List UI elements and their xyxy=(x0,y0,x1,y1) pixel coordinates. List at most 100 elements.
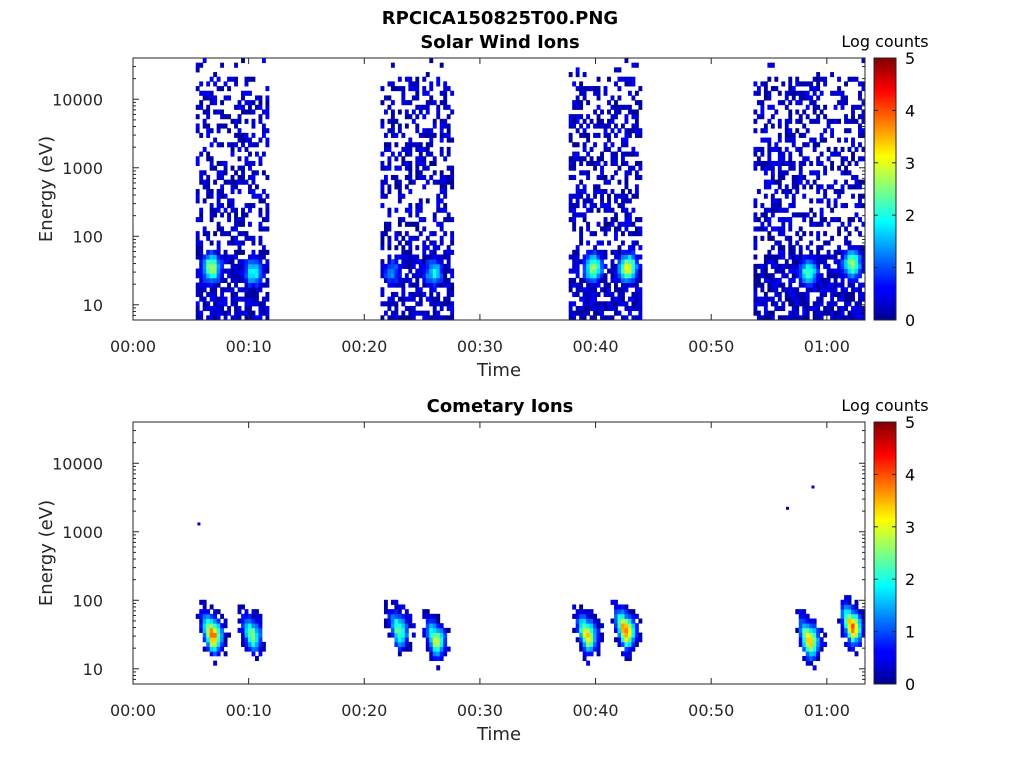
heatmap-cell xyxy=(610,263,615,269)
heatmap-cell xyxy=(248,104,252,110)
heatmap-cell xyxy=(596,305,601,312)
heatmap-cell xyxy=(383,604,388,610)
heatmap-cell xyxy=(634,128,639,134)
heatmap-cell xyxy=(223,637,228,643)
heatmap-cell xyxy=(436,193,441,199)
heatmap-cell xyxy=(265,268,270,274)
heatmap-cell xyxy=(802,305,807,312)
heatmap-cell xyxy=(840,613,845,619)
heatmap-cell xyxy=(603,189,608,195)
heatmap-cell xyxy=(582,623,587,629)
heatmap-cell xyxy=(579,123,584,129)
heatmap-cell xyxy=(784,90,789,96)
heatmap-cell xyxy=(575,184,580,190)
heatmap-cell xyxy=(261,273,266,279)
heatmap-cell xyxy=(603,301,608,307)
heatmap-cell xyxy=(600,109,604,115)
heatmap-cell xyxy=(624,104,629,110)
heatmap-cell xyxy=(411,259,416,265)
heatmap-cell xyxy=(390,296,395,302)
heatmap-cell xyxy=(833,291,838,298)
heatmap-cell xyxy=(607,315,611,321)
heatmap-cell xyxy=(593,646,597,652)
heatmap-cell xyxy=(213,641,218,647)
heatmap-cell xyxy=(823,217,828,223)
heatmap-cell xyxy=(387,296,392,302)
heatmap-cell xyxy=(216,646,221,652)
heatmap-cell xyxy=(390,86,395,92)
heatmap-cell xyxy=(415,156,420,162)
heatmap-cell xyxy=(244,301,249,307)
heatmap-cell xyxy=(394,207,399,213)
heatmap-cell xyxy=(422,104,427,110)
heatmap-cell xyxy=(833,282,838,288)
heatmap-cell xyxy=(568,132,573,138)
heatmap-cell xyxy=(627,627,632,633)
heatmap-cell xyxy=(760,160,765,167)
heatmap-cell xyxy=(798,212,803,218)
heatmap-cell xyxy=(439,259,444,265)
heatmap-cell xyxy=(251,76,256,82)
heatmap-cell xyxy=(401,90,406,96)
heatmap-cell xyxy=(847,627,852,633)
heatmap-cell xyxy=(390,174,395,181)
heatmap-cell xyxy=(230,291,235,298)
heatmap-cell xyxy=(241,277,245,283)
heatmap-cell xyxy=(234,268,238,274)
heatmap-cell xyxy=(767,296,772,302)
heatmap-cell xyxy=(767,254,772,260)
heatmap-cell xyxy=(230,268,235,274)
heatmap-cell xyxy=(209,90,214,96)
heatmap-cell xyxy=(809,637,814,643)
heatmap-cell xyxy=(265,263,270,269)
heatmap-cell xyxy=(415,86,420,92)
heatmap-cell xyxy=(450,137,455,143)
heatmap-cell xyxy=(401,217,406,223)
heatmap-cell xyxy=(795,184,800,190)
heatmap-cell xyxy=(575,198,580,204)
heatmap-cell xyxy=(840,599,845,605)
heatmap-cells xyxy=(195,485,866,671)
heatmap-cell xyxy=(383,301,388,307)
heatmap-cell xyxy=(823,114,828,120)
heatmap-cell xyxy=(220,142,225,148)
heatmap-cell xyxy=(443,254,448,260)
heatmap-cell xyxy=(579,259,584,265)
heatmap-cell xyxy=(418,263,423,269)
heatmap-cell xyxy=(579,90,584,96)
heatmap-cell xyxy=(791,132,796,138)
heatmap-cell xyxy=(251,259,256,265)
heatmap-cell xyxy=(753,212,758,218)
heatmap-cell xyxy=(251,641,256,647)
heatmap-cell xyxy=(763,128,768,134)
heatmap-cell xyxy=(586,100,591,106)
heatmap-cell xyxy=(624,268,629,274)
heatmap-cell xyxy=(390,273,395,279)
heatmap-cell xyxy=(627,651,632,657)
heatmap-cell xyxy=(582,637,587,643)
heatmap-cell xyxy=(812,277,817,283)
heatmap-cell xyxy=(837,76,841,82)
heatmap-cell xyxy=(415,146,420,152)
heatmap-cell xyxy=(415,203,420,209)
heatmap-cell xyxy=(244,637,249,643)
heatmap-cell xyxy=(261,170,266,176)
heatmap-cell xyxy=(600,263,604,269)
heatmap-cell xyxy=(432,637,437,643)
heatmap-cell xyxy=(387,146,392,152)
heatmap-cell xyxy=(415,287,420,293)
heatmap-cell xyxy=(411,315,416,321)
heatmap-cell xyxy=(634,263,639,269)
heatmap-cell xyxy=(781,231,786,237)
heatmap-cell xyxy=(422,86,427,92)
heatmap-cell xyxy=(816,142,821,148)
heatmap-cell xyxy=(387,623,392,629)
heatmap-cell xyxy=(572,193,577,199)
heatmap-cell xyxy=(638,226,643,232)
heatmap-cell xyxy=(206,174,211,181)
heatmap-cell xyxy=(844,81,848,87)
heatmap-cell xyxy=(415,76,420,82)
heatmap-cell xyxy=(600,151,604,157)
heatmap-cell xyxy=(450,310,455,316)
